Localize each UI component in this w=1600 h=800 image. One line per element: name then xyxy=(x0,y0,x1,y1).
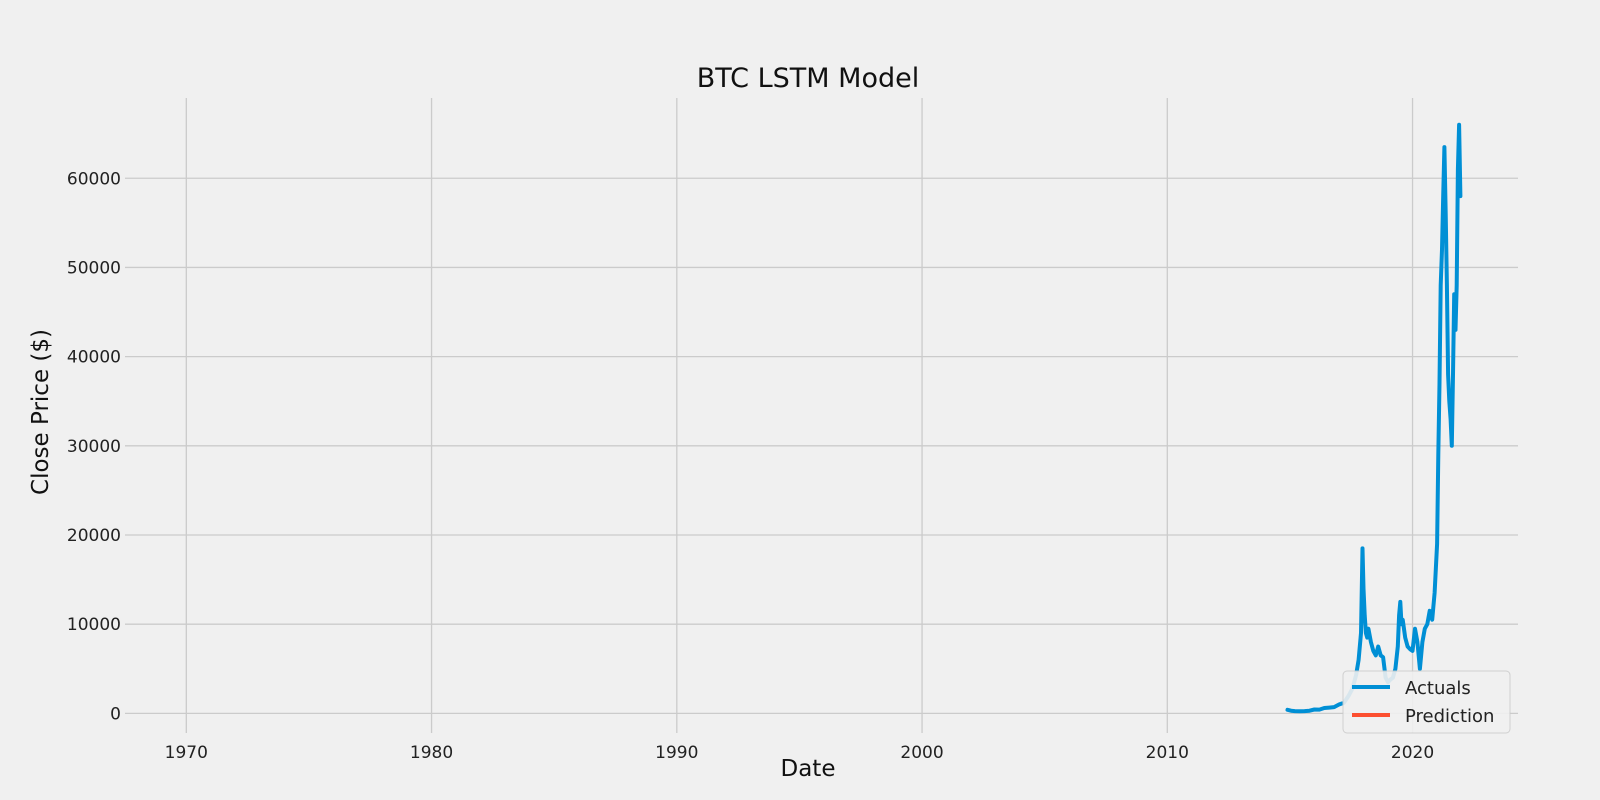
y-axis-ticks: 0 10000 20000 30000 40000 50000 60000 xyxy=(67,169,121,724)
y-tick-label: 30000 xyxy=(67,437,121,457)
legend-label-actuals: Actuals xyxy=(1405,678,1471,699)
chart-title: BTC LSTM Model xyxy=(697,63,920,94)
y-tick-label: 40000 xyxy=(67,348,121,368)
x-tick-label: 1990 xyxy=(655,743,698,763)
y-tick-label: 0 xyxy=(110,704,121,724)
x-tick-label: 2020 xyxy=(1391,743,1434,763)
y-tick-label: 20000 xyxy=(67,526,121,546)
x-tick-label: 1980 xyxy=(410,743,453,763)
y-axis-title: Close Price ($) xyxy=(28,329,54,495)
y-tick-label: 60000 xyxy=(67,169,121,189)
x-axis-ticks: 1970 1980 1990 2000 2010 2020 xyxy=(165,743,1434,763)
y-tick-label: 50000 xyxy=(67,258,121,278)
x-tick-label: 1970 xyxy=(165,743,208,763)
legend: Actuals Prediction xyxy=(1342,670,1511,734)
grid xyxy=(125,98,1518,733)
x-axis-title: Date xyxy=(781,756,836,782)
y-tick-label: 10000 xyxy=(67,615,121,635)
x-tick-label: 2000 xyxy=(900,743,943,763)
x-tick-label: 2010 xyxy=(1146,743,1189,763)
legend-label-prediction: Prediction xyxy=(1405,706,1494,727)
